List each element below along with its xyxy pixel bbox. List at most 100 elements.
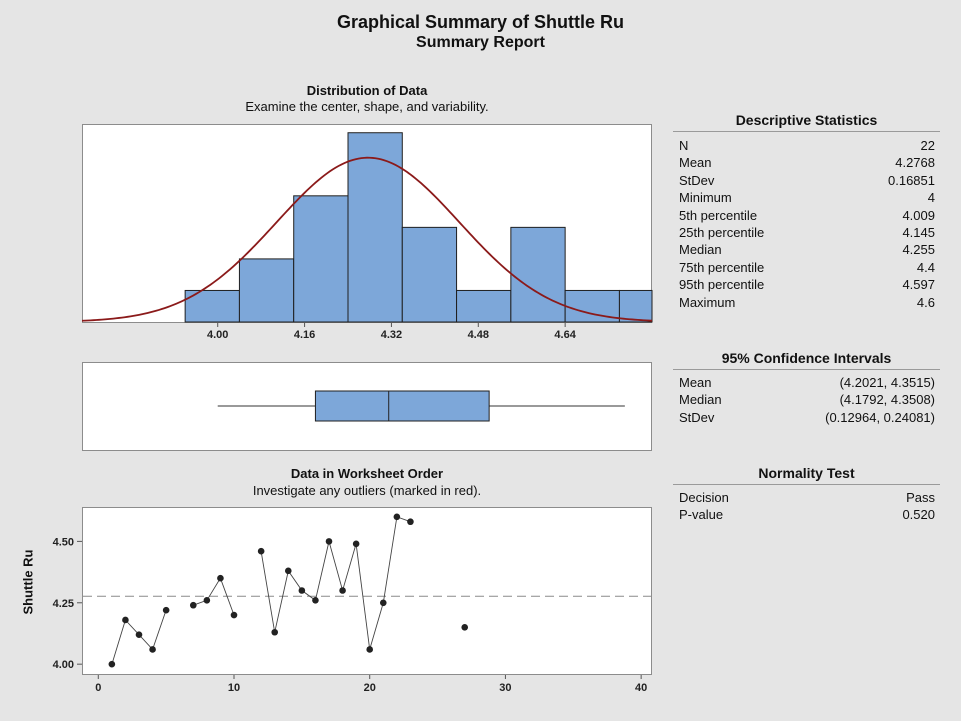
normality-test-value: Pass [906, 490, 935, 505]
descriptive-stat-row: Minimum 4 [673, 189, 940, 206]
descriptive-stat-label: Mean [679, 155, 712, 171]
descriptive-stat-value: 4.2768 [895, 155, 935, 171]
distribution-title: Distribution of Data [306, 83, 428, 98]
descriptive-statistics-title: Descriptive Statistics [673, 112, 940, 132]
normality-test-label: P-value [679, 507, 724, 523]
descriptive-stat-label: 5th percentile [679, 207, 758, 223]
confidence-interval-value: (4.1792, 4.3508) [839, 392, 935, 408]
worksheet-data-point [379, 599, 387, 607]
worksheet-data-point [230, 611, 238, 619]
descriptive-stat-label: Maximum [679, 294, 736, 310]
worksheet-plot-area [82, 507, 652, 675]
worksheet-data-point [312, 597, 319, 604]
histogram-x-tick-label: 4.00 [207, 329, 228, 341]
worksheet-series-line [260, 516, 411, 650]
confidence-interval-value: (0.12964, 0.24081) [825, 409, 935, 425]
descriptive-stat-label: 75th percentile [679, 259, 765, 275]
descriptive-stat-value: 4.009 [902, 207, 935, 223]
descriptive-stat-value: 22 [920, 138, 935, 153]
distribution-subtitle: Examine the center, shape, and variabili… [245, 99, 489, 114]
worksheet-data-point [122, 616, 129, 624]
descriptive-stat-value: 4.4 [916, 259, 935, 275]
worksheet-data-point [366, 646, 374, 653]
descriptive-stat-row: Maximum 4.6 [673, 294, 940, 311]
histogram-x-tick-label: 4.32 [381, 329, 402, 341]
worksheet-x-tick-label: 30 [499, 682, 511, 694]
worksheet-data-point [393, 513, 401, 521]
normality-test-table: Normality Test Decision Pass P-value 0.520 [673, 465, 940, 524]
worksheet-data-point [108, 660, 116, 668]
histogram-bar [347, 132, 403, 323]
descriptive-stat-label: 95th percentile [679, 277, 765, 293]
histogram-x-tick-label: 4.16 [294, 329, 315, 341]
histogram-bar [238, 258, 295, 323]
confidence-interval-value: (4.2021, 4.3515) [839, 375, 935, 390]
worksheet-data-point [189, 601, 197, 609]
descriptive-stat-row: N 22 [673, 137, 940, 154]
confidence-intervals-title: 95% Confidence Intervals [673, 350, 940, 370]
descriptive-stat-label: StDev [679, 172, 715, 188]
descriptive-stat-value: 4.145 [902, 224, 935, 240]
worksheet-x-tick-label: 10 [228, 682, 240, 694]
worksheet-data-point [339, 587, 346, 594]
descriptive-stat-value: 4.597 [902, 277, 935, 293]
worksheet-x-tick-label: 20 [364, 682, 376, 694]
descriptive-stat-row: 75th percentile 4.4 [673, 259, 940, 276]
worksheet-title: Data in Worksheet Order [290, 466, 444, 481]
confidence-interval-label: Mean [679, 375, 712, 390]
histogram-x-tick-label: 4.64 [554, 329, 576, 341]
worksheet-x-tick-label: 0 [95, 682, 101, 694]
worksheet-data-point [149, 646, 156, 653]
worksheet-data-point [325, 538, 333, 545]
worksheet-data-point [135, 631, 143, 639]
histogram-bar [293, 195, 349, 323]
descriptive-stat-label: Minimum [679, 190, 732, 206]
descriptive-stat-row: Median 4.255 [673, 241, 940, 258]
confidence-interval-row: Median (4.1792, 4.3508) [673, 391, 940, 408]
descriptive-stat-label: Median [679, 242, 722, 258]
worksheet-y-tick-label: 4.00 [53, 659, 74, 671]
worksheet-data-point [271, 628, 279, 636]
report-subtitle: Summary Report [416, 34, 545, 51]
normality-test-label: Decision [679, 490, 729, 505]
worksheet-data-point [257, 547, 265, 555]
boxplot-box [314, 390, 490, 422]
normality-test-row: Decision Pass [673, 489, 940, 506]
descriptive-stat-row: 5th percentile 4.009 [673, 207, 940, 224]
worksheet-y-tick-label: 4.50 [53, 536, 74, 548]
descriptive-stat-row: 95th percentile 4.597 [673, 276, 940, 293]
descriptive-stat-row: 25th percentile 4.145 [673, 224, 940, 241]
worksheet-series-line [193, 577, 235, 616]
confidence-interval-label: StDev [679, 409, 715, 425]
normality-test-value: 0.520 [902, 507, 935, 523]
histogram-bar [618, 289, 653, 323]
worksheet-data-point [352, 540, 360, 548]
normality-test-row: P-value 0.520 [673, 506, 940, 523]
descriptive-statistics-table: Descriptive Statistics N 22 Mean 4.2768 StDe… [673, 112, 940, 311]
confidence-interval-label: Median [679, 392, 722, 408]
histogram-x-tick-label: 4.48 [468, 329, 489, 341]
worksheet-data-point [162, 606, 170, 614]
descriptive-stat-value: 4 [927, 190, 935, 206]
worksheet-y-tick-label: 4.25 [53, 598, 74, 610]
worksheet-data-point [203, 597, 211, 604]
worksheet-x-tick-label: 40 [635, 682, 647, 694]
worksheet-subtitle: Investigate any outliers (marked in red)… [252, 483, 482, 498]
descriptive-stat-value: 4.255 [902, 242, 935, 258]
normal-fit-curve [81, 156, 653, 322]
descriptive-stat-label: N [679, 138, 689, 153]
report-title: Graphical Summary of Shuttle Ru [336, 12, 625, 32]
confidence-interval-row: Mean (4.2021, 4.3515) [673, 374, 940, 391]
descriptive-stat-value: 4.6 [916, 294, 935, 310]
worksheet-data-point [217, 574, 224, 582]
histogram-bar [456, 289, 512, 323]
descriptive-stat-row: StDev 0.16851 [673, 172, 940, 189]
histogram-bar [401, 226, 458, 323]
worksheet-data-point [407, 518, 414, 526]
confidence-interval-row: StDev (0.12964, 0.24081) [673, 409, 940, 426]
worksheet-data-point [284, 567, 292, 575]
descriptive-stat-row: Mean 4.2768 [673, 154, 940, 171]
confidence-intervals-table: 95% Confidence Intervals Mean (4.2021, 4.… [673, 350, 940, 426]
normality-test-title: Normality Test [673, 465, 940, 485]
